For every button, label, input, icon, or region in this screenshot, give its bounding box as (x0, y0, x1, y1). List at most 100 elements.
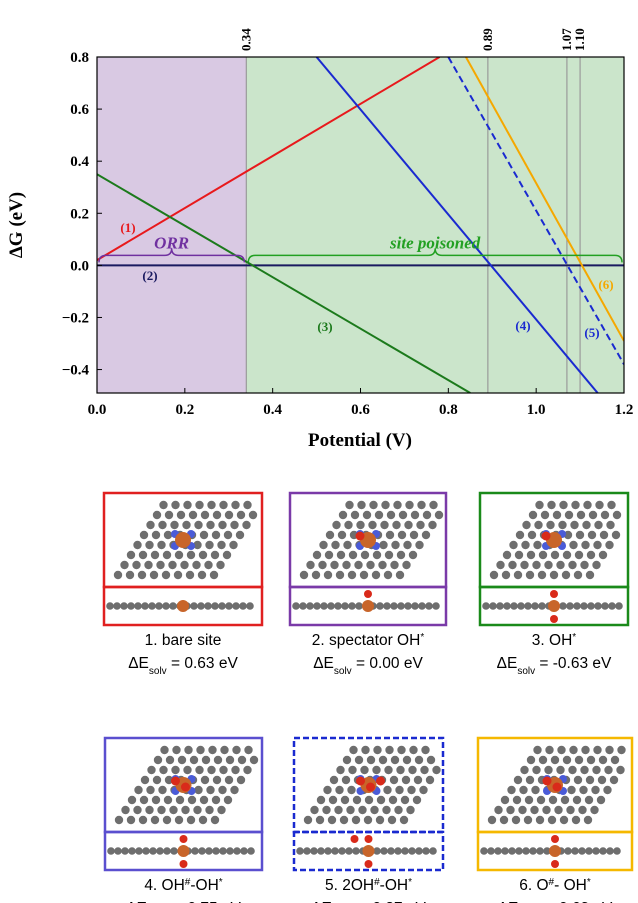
atom (177, 511, 185, 519)
atom (366, 561, 374, 569)
atom (387, 847, 395, 855)
atom (159, 501, 167, 509)
atom (210, 571, 218, 579)
atom (599, 551, 607, 559)
atom (515, 551, 523, 559)
atom (577, 511, 585, 519)
atom (171, 766, 179, 774)
atom (184, 746, 192, 754)
atom (383, 602, 391, 610)
atom (414, 776, 422, 784)
atom (501, 847, 509, 855)
atom (310, 847, 318, 855)
atom (340, 816, 348, 824)
atom (514, 571, 522, 579)
atom (205, 847, 213, 855)
atom (135, 847, 143, 855)
atom (490, 571, 498, 579)
atom (170, 847, 178, 855)
atom (134, 602, 142, 610)
atom (422, 847, 430, 855)
atom (390, 776, 398, 784)
atom (419, 786, 427, 794)
atom (480, 847, 488, 855)
atom (535, 501, 543, 509)
atom (313, 551, 321, 559)
atom (531, 602, 539, 610)
atom (208, 746, 216, 754)
atom (557, 746, 565, 754)
atom-o (180, 835, 188, 843)
atom (198, 847, 206, 855)
atom (244, 746, 252, 754)
caption-part: 3. OH (532, 632, 572, 649)
atom (594, 521, 602, 529)
atom (211, 816, 219, 824)
atom (232, 746, 240, 754)
atom (363, 511, 371, 519)
atom (106, 602, 114, 610)
atom (232, 602, 240, 610)
atom (128, 847, 136, 855)
atom (206, 521, 214, 529)
x-tick-label: 1.2 (615, 402, 634, 418)
caption-part: -OH (380, 877, 408, 894)
shaded-region (97, 57, 246, 393)
atom (527, 551, 535, 559)
atom (567, 786, 575, 794)
atom (556, 561, 564, 569)
region-label: ORR (154, 233, 189, 252)
atom-o (550, 615, 558, 623)
atom (204, 561, 212, 569)
atom (517, 602, 525, 610)
atom (205, 541, 213, 549)
atom (346, 806, 354, 814)
atom (422, 531, 430, 539)
atom (403, 756, 411, 764)
atom (533, 541, 541, 549)
caption: 6. O#- OH* (519, 877, 591, 895)
atom (353, 796, 361, 804)
atom (151, 816, 159, 824)
atom (529, 847, 537, 855)
caption: 4. OH#-OH* (144, 877, 222, 895)
atom (201, 776, 209, 784)
atom (134, 786, 142, 794)
atom (218, 786, 226, 794)
atom (590, 806, 598, 814)
atom (556, 766, 564, 774)
atom (612, 531, 620, 539)
atom (180, 561, 188, 569)
atom (334, 806, 342, 814)
atom-o (366, 783, 375, 792)
atom (527, 756, 535, 764)
caption: 1. bare site (145, 632, 222, 649)
atom (364, 816, 372, 824)
atom (411, 511, 419, 519)
atom (327, 602, 335, 610)
atom (127, 602, 135, 610)
atom (355, 602, 363, 610)
atom (217, 541, 225, 549)
atom (563, 756, 571, 764)
atom (318, 561, 326, 569)
atom (376, 602, 384, 610)
line-label: (6) (598, 277, 613, 292)
caption: 2. spectator OH* (312, 632, 425, 650)
atom (337, 551, 345, 559)
atom (139, 816, 147, 824)
atom-o (543, 777, 552, 786)
atom (582, 521, 590, 529)
caption-part: * (420, 632, 424, 643)
atom (237, 511, 245, 519)
atom (418, 602, 426, 610)
atom (166, 756, 174, 764)
atom (126, 571, 134, 579)
atom (587, 551, 595, 559)
atom (512, 816, 520, 824)
atom (544, 766, 552, 774)
atom (526, 571, 534, 579)
atom (406, 806, 414, 814)
atom (212, 847, 220, 855)
atom (199, 551, 207, 559)
